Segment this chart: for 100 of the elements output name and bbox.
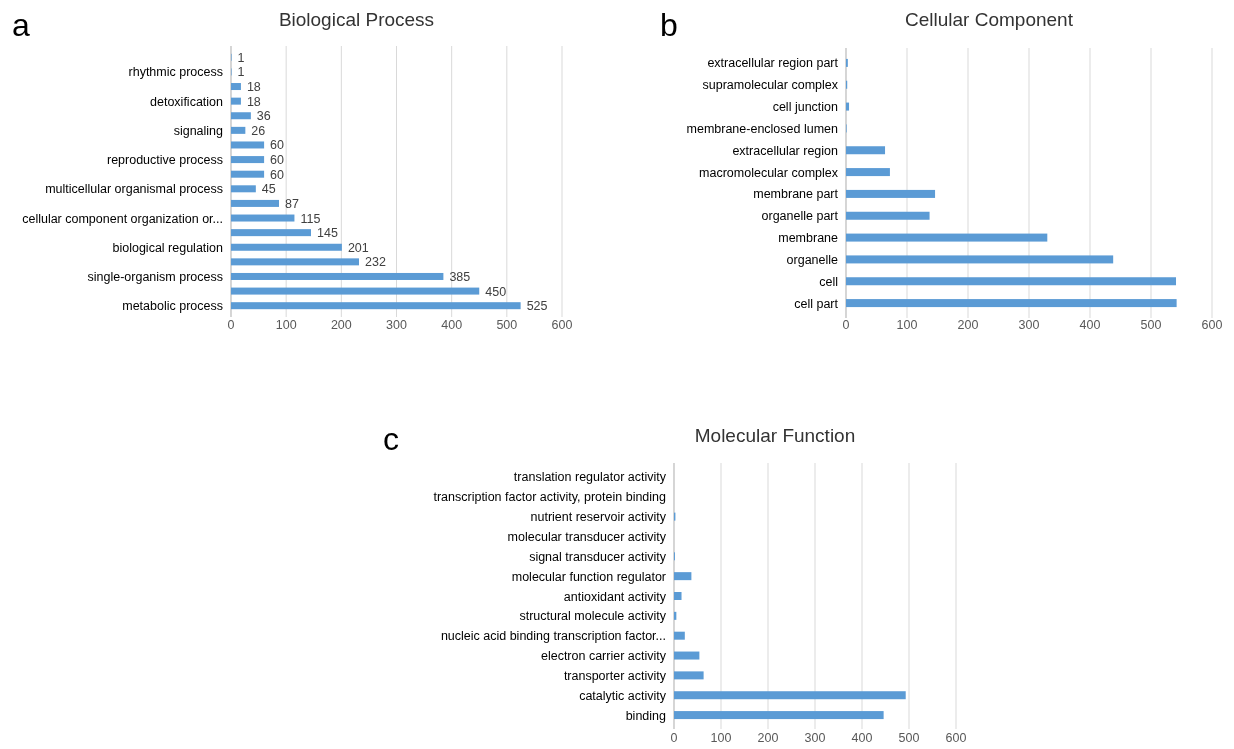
- x-tick-label: 600: [551, 318, 573, 332]
- data-label: 26: [251, 123, 266, 138]
- bar: [231, 229, 311, 237]
- bar: [231, 126, 246, 134]
- y-tick-label: multicellular organismal process: [45, 182, 223, 197]
- chart-title: Biological Process: [278, 9, 435, 30]
- x-tick-label: 300: [386, 318, 407, 332]
- y-tick-label: nutrient reservoir activity: [530, 510, 667, 525]
- bar: [846, 255, 1114, 264]
- x-tick-label: 600: [1201, 318, 1223, 332]
- bar: [674, 572, 692, 581]
- data-label: 1: [237, 50, 245, 65]
- bar: [846, 189, 936, 198]
- bar: [231, 214, 295, 222]
- bar: [674, 631, 685, 640]
- bar: [231, 302, 521, 310]
- y-tick-label: reproductive process: [106, 153, 223, 168]
- bar: [846, 102, 850, 111]
- bar: [674, 651, 700, 660]
- y-tick-label: single-organism process: [87, 269, 223, 284]
- y-tick-label: macromolecular complex: [699, 165, 839, 180]
- y-tick-label: signal transducer activity: [529, 549, 667, 564]
- y-tick-label: metabolic process: [122, 299, 223, 314]
- bar: [846, 233, 1048, 242]
- x-tick-label: 300: [804, 731, 826, 745]
- data-label: 60: [270, 167, 285, 182]
- data-label: 385: [449, 269, 471, 284]
- data-label: 60: [270, 153, 285, 168]
- x-tick-label: 200: [330, 318, 352, 332]
- bar: [231, 112, 251, 120]
- data-label: 232: [364, 255, 386, 270]
- data-label: 115: [300, 211, 321, 226]
- text: c: [383, 421, 399, 457]
- bar: [231, 156, 265, 164]
- x-tick-label: 300: [1018, 318, 1040, 332]
- x-tick-label: 100: [896, 318, 918, 332]
- y-tick-label: supramolecular complex: [702, 78, 839, 93]
- y-tick-label: biological regulation: [112, 240, 224, 255]
- bar: [674, 592, 682, 600]
- data-label: 450: [485, 284, 507, 299]
- bar: [231, 243, 342, 251]
- text: b: [660, 7, 678, 43]
- x-tick-label: 600: [945, 731, 967, 745]
- bar: [846, 277, 1177, 286]
- y-tick-label: electron carrier activity: [540, 649, 667, 664]
- y-tick-label: molecular transducer activity: [507, 529, 667, 544]
- bar: [674, 671, 704, 680]
- y-tick-label: membrane part: [753, 187, 839, 202]
- data-label: 1: [237, 65, 245, 80]
- data-label: 60: [270, 138, 285, 153]
- data-label: 201: [347, 240, 369, 255]
- y-tick-label: cell: [819, 274, 838, 289]
- y-tick-label: cell junction: [772, 100, 839, 115]
- data-label: 145: [316, 226, 338, 241]
- y-tick-label: transporter activity: [563, 668, 667, 683]
- y-tick-label: detoxification: [150, 94, 224, 109]
- bar: [231, 199, 279, 207]
- x-tick-label: 0: [842, 318, 850, 332]
- bar: [846, 299, 1177, 308]
- y-tick-label: membrane: [778, 231, 839, 246]
- x-tick-label: 500: [1140, 318, 1162, 332]
- x-tick-label: 400: [851, 731, 873, 745]
- bar: [231, 83, 241, 91]
- y-tick-label: structural molecule activity: [519, 609, 667, 624]
- y-tick-label: antioxidant activity: [563, 589, 667, 604]
- bar: [231, 141, 265, 149]
- x-tick-label: 200: [757, 731, 779, 745]
- x-tick-label: 100: [710, 731, 732, 745]
- y-tick-label: translation regulator activity: [513, 470, 667, 485]
- y-tick-label: binding: [625, 708, 667, 723]
- bar: [846, 211, 930, 220]
- x-tick-label: 500: [898, 731, 920, 745]
- x-tick-label: 400: [441, 318, 463, 332]
- bar: [846, 168, 890, 177]
- chart-title: Cellular Component: [905, 9, 1074, 30]
- text: a: [12, 7, 30, 43]
- bar: [231, 272, 444, 280]
- x-tick-label: 400: [1079, 318, 1101, 332]
- chart-title: Molecular Function: [694, 425, 856, 446]
- bar: [674, 691, 906, 700]
- y-tick-label: nucleic acid binding transcription factor...: [440, 629, 666, 644]
- y-tick-label: signaling: [173, 123, 224, 138]
- bar: [231, 170, 265, 178]
- bar: [231, 185, 256, 193]
- x-tick-label: 0: [670, 731, 678, 745]
- y-tick-label: rhythmic process: [128, 65, 223, 80]
- x-tick-label: 500: [496, 318, 518, 332]
- data-label: 36: [256, 109, 271, 124]
- y-tick-label: extracellular region: [732, 143, 839, 158]
- y-tick-label: organelle: [786, 252, 839, 267]
- data-label: 525: [526, 299, 548, 314]
- bar: [231, 258, 359, 266]
- bar: [846, 146, 886, 155]
- y-tick-label: extracellular region part: [707, 56, 839, 71]
- data-label: 18: [246, 94, 261, 109]
- y-tick-label: molecular function regulator: [511, 569, 666, 584]
- y-tick-label: membrane-enclosed lumen: [686, 121, 839, 136]
- data-label: 45: [261, 182, 276, 197]
- x-tick-label: 100: [275, 318, 297, 332]
- bar: [231, 97, 241, 105]
